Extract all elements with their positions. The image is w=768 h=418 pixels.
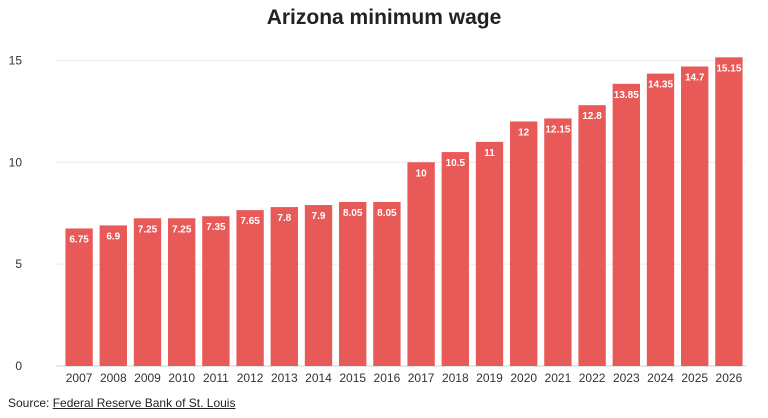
x-tick-label-2011: 2011 xyxy=(203,371,229,385)
y-axis-ticks: 0 5 10 15 xyxy=(9,53,23,373)
data-label-2014: 7.9 xyxy=(312,211,326,222)
bar-2010 xyxy=(168,218,196,366)
x-tick-label-2025: 2025 xyxy=(681,371,708,385)
bar-2007 xyxy=(65,228,93,366)
data-label-2013: 7.8 xyxy=(277,213,291,224)
bar-2019 xyxy=(475,141,504,366)
bar-2021 xyxy=(544,118,572,366)
data-labels: 6.75 6.9 7.25 7.25 7.35 7.65 7.8 7.9 8.05 8.05 10 1… xyxy=(69,63,741,245)
data-label-2023: 13.85 xyxy=(614,90,639,101)
bar-2017 xyxy=(407,162,435,366)
x-tick-label-2019: 2019 xyxy=(476,371,503,385)
bars xyxy=(65,57,743,367)
x-tick-label-2010: 2010 xyxy=(168,371,195,385)
y-tick-label: 0 xyxy=(15,359,22,373)
bar-2016 xyxy=(373,201,401,366)
bar-2020 xyxy=(510,121,538,366)
data-label-2016: 8.05 xyxy=(377,208,397,219)
x-tick-label-2021: 2021 xyxy=(545,371,572,385)
x-tick-label-2018: 2018 xyxy=(442,371,469,385)
bar-2026 xyxy=(715,57,743,366)
data-label-2011: 7.35 xyxy=(206,222,226,233)
source-note: Source: Federal Reserve Bank of St. Loui… xyxy=(8,396,235,410)
data-label-2017: 10 xyxy=(416,168,428,179)
bar-2024 xyxy=(646,73,675,367)
bar-2025 xyxy=(681,66,709,367)
data-label-2008: 6.9 xyxy=(106,231,120,242)
data-label-2010: 7.25 xyxy=(172,224,192,235)
x-tick-label-2017: 2017 xyxy=(408,371,435,385)
data-label-2018: 10.5 xyxy=(446,158,466,169)
y-tick-label: 5 xyxy=(15,257,22,271)
chart-title: Arizona minimum wage xyxy=(266,6,502,29)
data-label-2024: 14.35 xyxy=(648,80,673,91)
source-prefix: Source: xyxy=(8,396,53,410)
bar-2012 xyxy=(236,210,264,366)
bar-2014 xyxy=(304,205,333,366)
bar-2008 xyxy=(99,225,127,366)
x-tick-label-2009: 2009 xyxy=(134,371,161,385)
x-tick-label-2020: 2020 xyxy=(510,371,537,385)
x-tick-label-2015: 2015 xyxy=(339,371,366,385)
x-tick-label-2007: 2007 xyxy=(66,371,93,385)
x-tick-label-2008: 2008 xyxy=(100,371,127,385)
bar-2015 xyxy=(339,201,367,366)
x-axis-ticks: 2007 2008 2009 2010 2011 2012 2013 2014 2015 2016… xyxy=(66,371,743,385)
bar-2011 xyxy=(202,216,230,366)
data-label-2015: 8.05 xyxy=(343,208,363,219)
data-label-2021: 12.15 xyxy=(545,124,570,135)
data-label-2012: 7.65 xyxy=(240,216,260,227)
y-tick-label: 15 xyxy=(9,53,23,67)
data-label-2007: 6.75 xyxy=(69,234,89,245)
data-label-2026: 15.15 xyxy=(716,63,741,74)
x-tick-label-2013: 2013 xyxy=(271,371,298,385)
bar-2009 xyxy=(133,218,162,366)
bar-2018 xyxy=(441,152,469,366)
x-tick-label-2022: 2022 xyxy=(579,371,606,385)
y-tick-label: 10 xyxy=(9,155,23,169)
x-tick-label-2012: 2012 xyxy=(237,371,264,385)
data-label-2009: 7.25 xyxy=(138,224,158,235)
source-link[interactable]: Federal Reserve Bank of St. Louis xyxy=(52,396,236,410)
data-label-2020: 12 xyxy=(518,128,530,139)
x-tick-label-2014: 2014 xyxy=(305,371,332,385)
data-label-2025: 14.7 xyxy=(685,72,705,83)
x-tick-label-2026: 2026 xyxy=(716,371,743,385)
x-tick-label-2023: 2023 xyxy=(613,371,640,385)
bar-2013 xyxy=(270,207,298,366)
data-label-2022: 12.8 xyxy=(582,111,602,122)
x-tick-label-2016: 2016 xyxy=(374,371,401,385)
bar-2022 xyxy=(578,105,606,366)
bar-2023 xyxy=(612,83,640,367)
x-tick-label-2024: 2024 xyxy=(647,371,674,385)
data-label-2019: 11 xyxy=(484,148,495,159)
